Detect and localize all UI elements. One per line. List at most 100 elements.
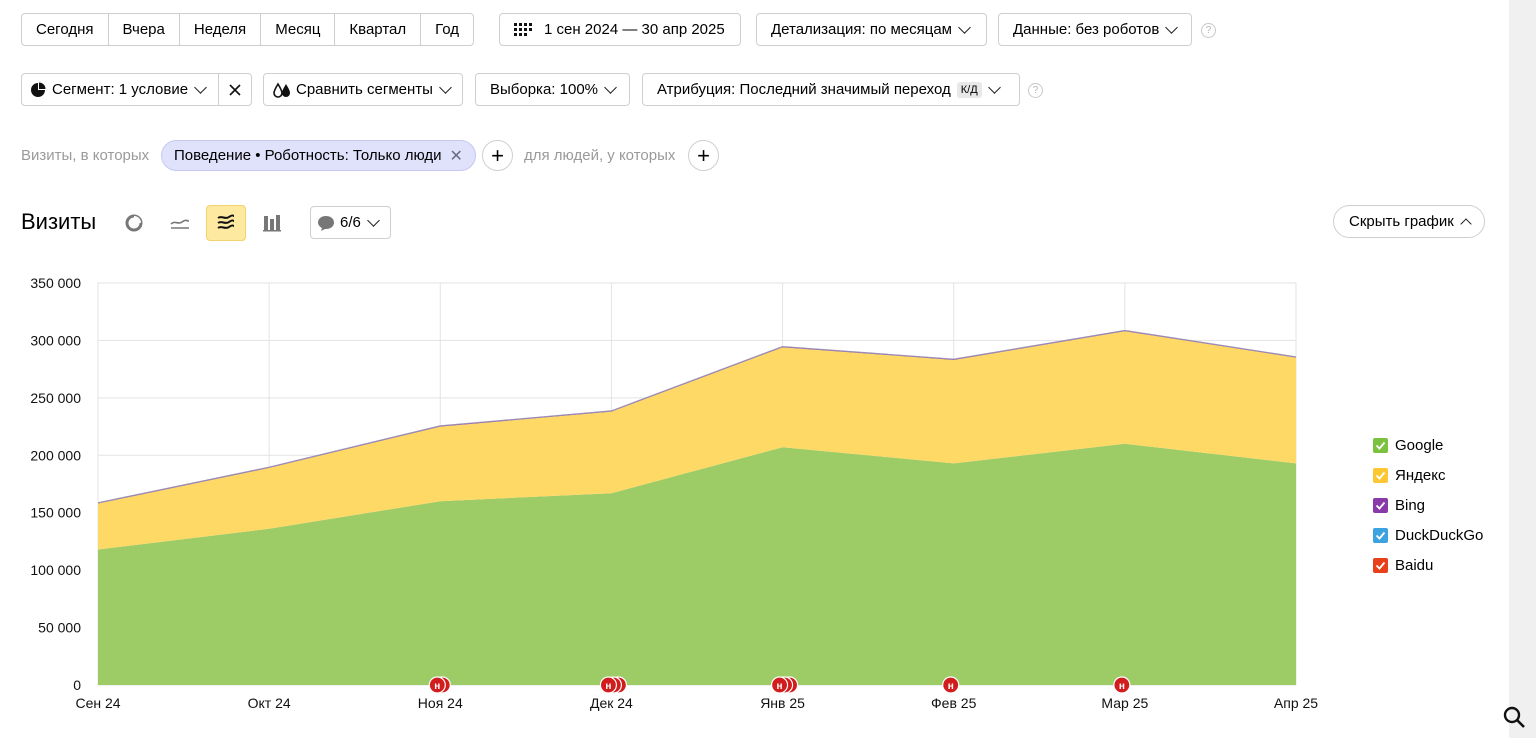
people-filter-label: для людей, у которых: [524, 147, 676, 164]
pie-chart-icon: [125, 214, 143, 232]
segment-label: Сегмент: 1 условие: [52, 81, 189, 98]
sample-label: Выборка: 100%: [490, 81, 598, 98]
hide-chart-label: Скрыть график: [1349, 213, 1454, 230]
date-range-button[interactable]: 1 сен 2024 — 30 апр 2025: [499, 13, 741, 46]
period-week[interactable]: Неделя: [180, 14, 262, 45]
chevron-down-icon: [194, 80, 207, 94]
note-marker-label: н: [434, 681, 440, 692]
legend-item-duckduckgo[interactable]: DuckDuckGo: [1373, 520, 1483, 550]
legend-label: DuckDuckGo: [1395, 526, 1484, 544]
note-marker-label: н: [605, 681, 611, 692]
sample-dropdown[interactable]: Выборка: 100%: [475, 73, 630, 106]
y-tick-label: 0: [73, 677, 81, 693]
compare-label: Сравнить сегменты: [296, 81, 433, 98]
drops-icon: [273, 81, 290, 98]
help-icon[interactable]: ?: [1201, 23, 1216, 38]
notes-count: 6/6: [340, 214, 361, 231]
y-tick-label: 200 000: [30, 447, 81, 463]
y-tick-label: 100 000: [30, 562, 81, 578]
x-tick-label: Сен 24: [75, 695, 120, 711]
attribution-badge: К/Д: [956, 81, 982, 98]
filter-chip[interactable]: Поведение • Роботность: Только люди ✕: [161, 140, 476, 171]
calendar-icon: [514, 22, 532, 36]
x-tick-label: Дек 24: [590, 695, 633, 711]
note-marker: [428, 676, 446, 694]
period-year[interactable]: Год: [435, 21, 460, 38]
clear-segment-button[interactable]: [218, 73, 252, 106]
legend-label: Bing: [1395, 496, 1426, 514]
note-marker-label: н: [1119, 681, 1125, 692]
legend-item-baidu[interactable]: Baidu: [1373, 550, 1483, 580]
visits-chart: 0 50 000 100 000 150 000 200 000 250 000 300 0…: [30, 275, 1318, 711]
compare-segments-dropdown[interactable]: Сравнить сегменты: [263, 73, 463, 106]
x-tick-label: Фев 25: [931, 695, 977, 711]
chip-remove-icon[interactable]: ✕: [449, 147, 463, 165]
note-marker: [942, 676, 960, 694]
chevron-up-icon: [1460, 217, 1472, 230]
chart-title: Визиты: [21, 209, 97, 234]
area-яндекс: [98, 331, 1296, 550]
note-marker-label: н: [777, 681, 783, 692]
stacked-area-chart-button[interactable]: [206, 205, 246, 241]
date-range-label: 1 сен 2024 — 30 апр 2025: [544, 21, 725, 38]
add-visit-condition-button[interactable]: +: [482, 140, 513, 171]
page-scrollbar[interactable]: [1509, 0, 1536, 738]
y-tick-label: 150 000: [30, 505, 81, 521]
x-tick-label: Мар 25: [1101, 695, 1148, 711]
period-yesterday[interactable]: Вчера: [109, 14, 180, 45]
period-today[interactable]: Сегодня: [22, 14, 109, 45]
checkbox-checked-icon[interactable]: [1373, 527, 1388, 543]
add-people-condition-button[interactable]: +: [688, 140, 719, 171]
legend-label: Яндекс: [1395, 466, 1446, 484]
data-filter-dropdown[interactable]: Данные: без роботов: [998, 13, 1192, 46]
y-tick-label: 350 000: [30, 275, 81, 291]
y-tick-label: 300 000: [30, 332, 81, 348]
detail-dropdown[interactable]: Детализация: по месяцам: [756, 13, 987, 46]
chevron-down-icon: [604, 80, 617, 94]
period-quarter[interactable]: Квартал: [335, 14, 422, 45]
period-month[interactable]: Месяц: [261, 14, 336, 45]
period-selector: Сегодня Вчера Неделя Месяц Квартал Год: [21, 13, 475, 46]
line-chart-icon: [170, 219, 190, 229]
y-tick-label: 50 000: [38, 620, 81, 636]
legend-item-bing[interactable]: Bing: [1373, 490, 1483, 520]
data-filter-label: Данные: без роботов: [1013, 21, 1160, 38]
attribution-dropdown[interactable]: Атрибуция: Последний значимый переход К/…: [642, 73, 1020, 106]
stacked-bar-icon: [263, 215, 281, 232]
note-marker-label: н: [948, 681, 954, 692]
legend-label: Google: [1395, 436, 1444, 454]
detail-label: Детализация: по месяцам: [771, 21, 952, 38]
checkbox-checked-icon[interactable]: [1373, 467, 1388, 483]
comment-icon: [318, 215, 334, 231]
segment-dropdown[interactable]: Сегмент: 1 условие: [21, 73, 219, 106]
notes-dropdown[interactable]: 6/6: [310, 206, 391, 239]
checkbox-checked-icon[interactable]: [1373, 497, 1388, 513]
filter-prefix-label: Визиты, в которых: [21, 147, 150, 164]
search-icon[interactable]: [1502, 705, 1526, 729]
stacked-area-icon: [217, 214, 235, 229]
area-top-outline: [97, 329, 1297, 504]
filter-chip-label: Поведение • Роботность: Только люди: [174, 147, 442, 164]
help-icon[interactable]: ?: [1028, 83, 1043, 98]
checkbox-checked-icon[interactable]: [1373, 557, 1388, 573]
y-tick-label: 250 000: [30, 390, 81, 406]
attribution-label: Атрибуция: Последний значимый переход: [657, 81, 951, 98]
pie-chart-button[interactable]: [114, 205, 154, 241]
chevron-down-icon: [439, 80, 452, 94]
chevron-down-icon: [1165, 20, 1179, 34]
x-tick-label: Апр 25: [1274, 695, 1318, 711]
note-marker: [599, 676, 618, 694]
legend-item-яндекс[interactable]: Яндекс: [1373, 460, 1483, 490]
area-google: [98, 443, 1296, 685]
note-marker: [1113, 676, 1131, 694]
hide-chart-button[interactable]: Скрыть график: [1333, 205, 1485, 238]
legend-item-google[interactable]: Google: [1373, 430, 1483, 460]
note-marker: [770, 676, 789, 694]
chevron-down-icon: [987, 80, 1001, 94]
x-tick-label: Ноя 24: [418, 695, 463, 711]
close-icon: [229, 83, 241, 96]
chevron-down-icon: [366, 213, 380, 227]
line-chart-button[interactable]: [160, 205, 200, 241]
bar-chart-button[interactable]: [252, 205, 292, 241]
checkbox-checked-icon[interactable]: [1373, 437, 1388, 453]
